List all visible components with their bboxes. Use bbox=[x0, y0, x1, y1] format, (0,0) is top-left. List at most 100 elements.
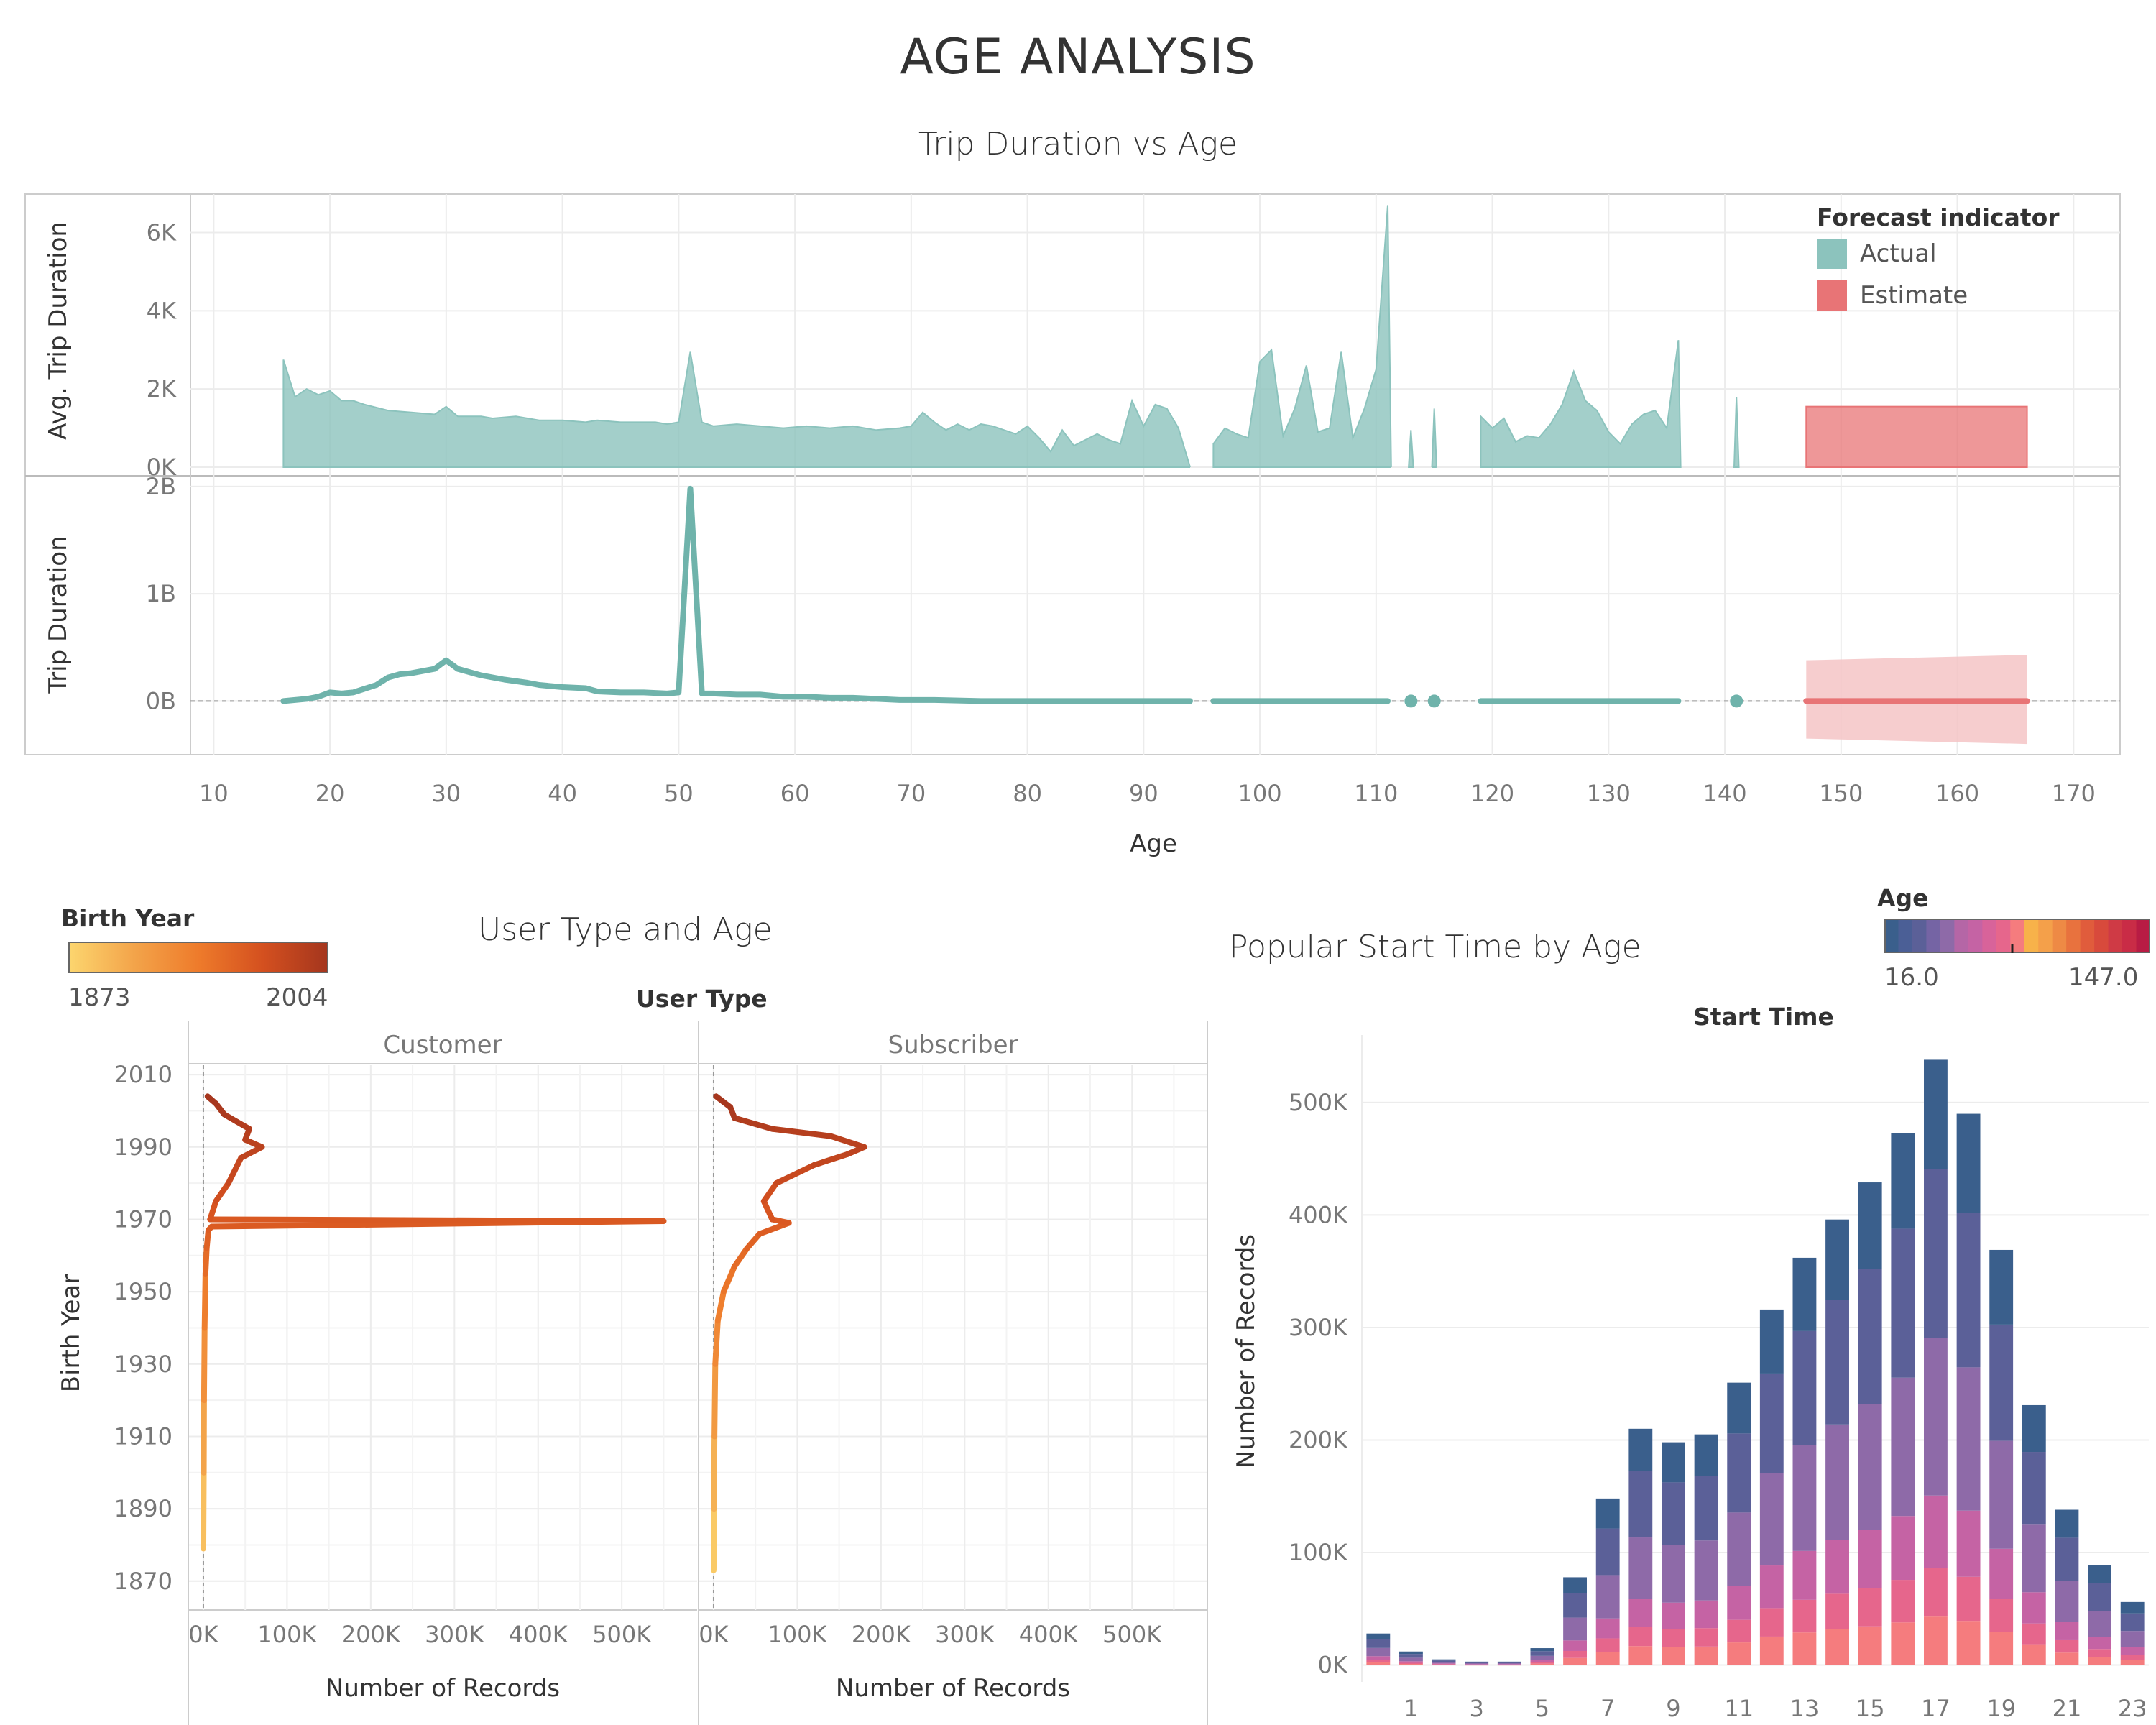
facet-header-customer: Customer bbox=[383, 1031, 502, 1059]
bar-segment-hour-10 bbox=[1694, 1476, 1718, 1541]
x-tick-label: 500K bbox=[1102, 1621, 1162, 1648]
bar-segment-hour-8 bbox=[1628, 1471, 1653, 1538]
x-tick-label: 0K bbox=[699, 1621, 729, 1648]
birth-year-line-segment bbox=[238, 1144, 265, 1161]
birth-year-line-segment bbox=[713, 1093, 734, 1110]
y-axis-title-bottom: Trip Duration bbox=[44, 535, 73, 694]
bar-segment-hour-22 bbox=[2088, 1657, 2111, 1665]
bar-segment-hour-22 bbox=[2088, 1611, 2111, 1637]
bar-segment-hour-13 bbox=[1792, 1445, 1817, 1551]
bar-segment-hour-17 bbox=[1924, 1568, 1948, 1617]
bar-segment-hour-12 bbox=[1759, 1473, 1784, 1566]
bar-segment-hour-10 bbox=[1694, 1628, 1718, 1647]
bar-segment-hour-21 bbox=[2055, 1652, 2079, 1665]
age-legend-swatch bbox=[2136, 920, 2150, 952]
bar-segment-hour-3 bbox=[1465, 1662, 1489, 1663]
bar-segment-hour-22 bbox=[2088, 1565, 2111, 1583]
bar-segment-hour-6 bbox=[1563, 1577, 1587, 1593]
bar-segment-hour-21 bbox=[2055, 1537, 2079, 1581]
bar-segment-hour-20 bbox=[2022, 1404, 2046, 1453]
forecast-legend-title: Forecast indicator bbox=[1817, 203, 2060, 231]
y-tick-label: 300K bbox=[1289, 1314, 1348, 1341]
x-tick-label: 400K bbox=[1019, 1621, 1079, 1648]
start-time-header: Start Time bbox=[1693, 1003, 1834, 1031]
x-tick-label: 500K bbox=[592, 1621, 652, 1648]
age-legend-swatch bbox=[1898, 920, 1913, 952]
age-legend-swatch bbox=[1968, 920, 1983, 952]
age-legend-max: 147.0 bbox=[2068, 963, 2139, 992]
bar-segment-hour-16 bbox=[1891, 1516, 1915, 1581]
y-tick-label-top: 4K bbox=[147, 297, 177, 324]
x-tick-label: 9 bbox=[1666, 1695, 1680, 1722]
bar-segment-hour-20 bbox=[2022, 1644, 2046, 1665]
x-tick-label: 10 bbox=[199, 780, 229, 807]
bar-segment-hour-11 bbox=[1727, 1512, 1751, 1586]
bar-segment-hour-4 bbox=[1497, 1664, 1521, 1665]
x-tick-label: 130 bbox=[1587, 780, 1631, 807]
x-tick-label: 170 bbox=[2052, 780, 2096, 807]
x-tick-label: 150 bbox=[1819, 780, 1863, 807]
bar-segment-hour-15 bbox=[1858, 1588, 1882, 1627]
user-type-chart-title: User Type and Age bbox=[478, 911, 773, 948]
birth-year-line-segment bbox=[203, 1227, 211, 1251]
birth-year-color-ramp bbox=[68, 942, 328, 973]
age-legend-swatch bbox=[2010, 920, 2025, 952]
bar-segment-hour-1 bbox=[1399, 1654, 1423, 1658]
forecast-legend: Forecast indicator Actual Estimate bbox=[1817, 203, 2104, 310]
y-tick-label: 1870 bbox=[114, 1568, 172, 1595]
bar-segment-hour-8 bbox=[1628, 1598, 1653, 1627]
birth-year-line-segment bbox=[732, 1115, 775, 1132]
bar-segment-hour-19 bbox=[1989, 1440, 2014, 1549]
birth-year-line-segment bbox=[773, 1162, 817, 1187]
bar-segment-hour-5 bbox=[1530, 1660, 1554, 1662]
bar-segment-hour-4 bbox=[1497, 1662, 1521, 1663]
birth-year-line-segment bbox=[204, 1093, 219, 1107]
bar-segment-hour-17 bbox=[1924, 1616, 1948, 1665]
bar-segment-hour-9 bbox=[1662, 1647, 1685, 1665]
bar-segment-hour-15 bbox=[1858, 1182, 1882, 1269]
bar-segment-hour-18 bbox=[1956, 1213, 1981, 1368]
y-tick-label: 2010 bbox=[114, 1061, 172, 1088]
age-legend-title: Age bbox=[1877, 884, 1929, 912]
age-legend-swatch bbox=[1912, 920, 1927, 952]
bar-segment-hour-20 bbox=[2022, 1452, 2046, 1525]
age-legend-swatch bbox=[2024, 920, 2039, 952]
bar-segment-hour-19 bbox=[1989, 1249, 2014, 1325]
x-tick-label: 11 bbox=[1724, 1695, 1754, 1722]
bar-segment-hour-8 bbox=[1628, 1428, 1653, 1471]
age-legend-min: 16.0 bbox=[1884, 963, 1939, 992]
bar-segment-hour-14 bbox=[1825, 1300, 1849, 1425]
bar-segment-hour-16 bbox=[1891, 1133, 1915, 1229]
y-tick-label: 1990 bbox=[114, 1133, 172, 1161]
x-tick-label: 90 bbox=[1129, 780, 1158, 807]
age-legend-swatch bbox=[1884, 920, 1899, 952]
birth-year-line-segment bbox=[760, 1180, 780, 1205]
bar-segment-hour-17 bbox=[1924, 1169, 1948, 1338]
actual-point bbox=[1427, 694, 1441, 708]
bar-segment-hour-19 bbox=[1989, 1548, 2014, 1599]
bar-segment-hour-1 bbox=[1399, 1662, 1423, 1665]
bar-segment-hour-4 bbox=[1497, 1662, 1521, 1665]
birth-year-line-segment bbox=[201, 1325, 208, 1404]
y-tick-label: 400K bbox=[1289, 1201, 1348, 1228]
bar-segment-hour-21 bbox=[2055, 1509, 2079, 1538]
x-tick-label: 7 bbox=[1600, 1695, 1615, 1722]
y-tick-label: 1950 bbox=[114, 1278, 172, 1305]
bar-segment-hour-17 bbox=[1924, 1338, 1948, 1496]
bar-segment-hour-13 bbox=[1792, 1632, 1817, 1665]
bar-segment-hour-0 bbox=[1366, 1656, 1391, 1660]
bar-segment-hour-9 bbox=[1662, 1602, 1685, 1629]
bar-segment-hour-1 bbox=[1399, 1651, 1423, 1655]
legend-item-actual: Actual bbox=[1817, 239, 2104, 269]
bar-segment-hour-8 bbox=[1628, 1646, 1653, 1665]
x-tick-label: 17 bbox=[1921, 1695, 1950, 1722]
birth-year-line-segment bbox=[225, 1154, 244, 1187]
bar-segment-hour-9 bbox=[1662, 1442, 1685, 1483]
y-tick-label: 100K bbox=[1289, 1539, 1348, 1566]
bar-segment-hour-1 bbox=[1399, 1661, 1423, 1663]
y-tick-label: 500K bbox=[1289, 1089, 1348, 1116]
bar-segment-hour-7 bbox=[1595, 1498, 1620, 1529]
birth-year-line-segment bbox=[242, 1136, 265, 1150]
bar-segment-hour-11 bbox=[1727, 1586, 1751, 1620]
bar-segment-hour-8 bbox=[1628, 1537, 1653, 1599]
